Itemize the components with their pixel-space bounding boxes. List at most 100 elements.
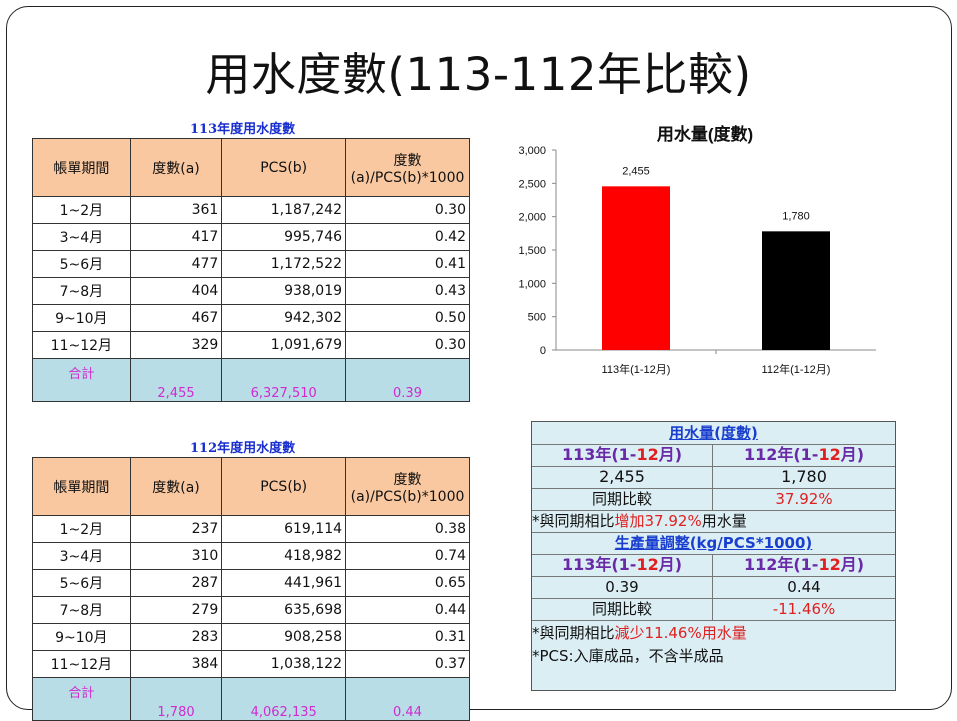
table-row: 7~8月 404 938,019 0.43 [32, 277, 470, 305]
table-112: 帳單期間 度數(a) PCS(b) 度數 (a)/PCS(b)*1000 1~2月… [32, 457, 470, 721]
cell-usage: 384 [129, 650, 223, 678]
summary-row-years1: 113年(1-12月) 112年(1-12月) [532, 444, 895, 467]
cell-usage: 287 [129, 569, 223, 597]
summary-col-113: 113年(1-12月) [532, 444, 713, 466]
cell-ratio: 0.38 [345, 515, 470, 543]
cell-usage: 329 [129, 331, 223, 359]
total-usage: 2,455 [129, 358, 223, 402]
table-row: 5~6月 287 441,961 0.65 [32, 569, 470, 597]
table-112-caption: 112年度用水度數 [190, 441, 296, 456]
summary-row-values1: 2,455 1,780 [532, 466, 895, 489]
cell-period: 1~2月 [32, 196, 131, 224]
cell-usage: 283 [129, 623, 223, 651]
summary-value-112: 1,780 [781, 467, 827, 486]
note2-b: 減少 [614, 624, 645, 642]
cell-pcs: 418,982 [221, 542, 347, 570]
cell-pcs: 635,698 [221, 596, 347, 624]
header-pcs: PCS(b) [221, 457, 347, 516]
y-tick-label: 0 [540, 345, 546, 357]
cell-ratio: 0.37 [345, 650, 470, 678]
cell-pcs: 619,114 [221, 515, 347, 543]
total-row: 合計 1,780 4,062,135 0.44 [32, 677, 470, 721]
x-tick-label: 113年(1-12月) [602, 362, 671, 376]
summary-row-title2: 生產量調整(kg/PCS*1000) [532, 532, 895, 555]
cell-period: 7~8月 [32, 277, 131, 305]
y-tick-label: 3,000 [518, 145, 546, 157]
cell-period: 3~4月 [32, 223, 131, 251]
header-ratio-line2: (a)/PCS(b)*1000 [350, 488, 465, 505]
y-tick-label: 2,500 [518, 178, 546, 190]
summary-row-compare1: 同期比較 37.92% [532, 488, 895, 511]
summary-compare2-value: -11.46% [772, 600, 836, 618]
cell-ratio: 0.65 [345, 569, 470, 597]
summary-value-113: 2,455 [532, 466, 713, 488]
cell-period: 5~6月 [32, 569, 131, 597]
header-period: 帳單期間 [32, 457, 131, 516]
total-label: 合計 [32, 358, 131, 402]
cell-period: 9~10月 [32, 623, 131, 651]
bar-value-label: 1,780 [782, 210, 810, 222]
table-row: 1~2月 361 1,187,242 0.30 [32, 196, 470, 224]
note1-c: 用水量 [701, 512, 747, 530]
cell-usage: 279 [129, 596, 223, 624]
table-row: 9~10月 283 908,258 0.31 [32, 623, 470, 651]
cell-ratio: 0.43 [345, 277, 470, 305]
summary-col-112-a: 112年(1- [743, 445, 819, 464]
summary-col2-113: 113年(1-12月) [532, 554, 713, 576]
cell-usage: 467 [129, 304, 223, 332]
cell-period: 1~2月 [32, 515, 131, 543]
cell-usage: 237 [129, 515, 223, 543]
cell-usage: 404 [129, 277, 223, 305]
cell-ratio: 0.50 [345, 304, 470, 332]
note1-b: 增加37.92% [614, 512, 702, 530]
summary-row-title1: 用水量(度數) [532, 422, 895, 445]
table-row: 3~4月 310 418,982 0.74 [32, 542, 470, 570]
summary-row-compare2: 同期比較 -11.46% [532, 598, 895, 621]
table-row: 9~10月 467 942,302 0.50 [32, 304, 470, 332]
y-tick-label: 1,500 [518, 245, 546, 257]
summary-col-112-b: 12 [818, 445, 841, 464]
y-tick-label: 2,000 [518, 212, 546, 224]
table-row: 5~6月 477 1,172,522 0.41 [32, 250, 470, 278]
summary-compare-label: 同期比較 [532, 488, 713, 510]
summary-row-years2: 113年(1-12月) 112年(1-12月) [532, 554, 895, 577]
table-row: 11~12月 384 1,038,122 0.37 [32, 650, 470, 678]
summary-col2-112: 112年(1-12月) [713, 554, 895, 576]
cell-pcs: 441,961 [221, 569, 347, 597]
cell-period: 3~4月 [32, 542, 131, 570]
summary-col-113-b: 12 [636, 445, 659, 464]
table-113-caption: 113年度用水度數 [190, 122, 296, 137]
cell-period: 5~6月 [32, 250, 131, 278]
bar-value-label: 2,455 [622, 165, 650, 177]
summary-col2-113-b: 12 [636, 555, 659, 574]
total-ratio: 0.44 [345, 677, 470, 721]
summary-row-note1: *與同期相比增加37.92%用水量 [532, 510, 895, 533]
note1-a: *與同期相比 [532, 512, 615, 530]
summary-title-usage: 用水量(度數) [669, 424, 758, 442]
page-title: 用水度數(113-112年比較) [205, 48, 752, 101]
header-usage: 度數(a) [129, 138, 223, 197]
y-tick-label: 1,000 [518, 278, 546, 290]
summary-col-112: 112年(1-12月) [713, 444, 895, 466]
table-113: 帳單期間 度數(a) PCS(b) 度數 (a)/PCS(b)*1000 1~2月… [32, 138, 470, 402]
summary-compare2-label: 同期比較 [532, 598, 713, 620]
summary-ratio-112: 0.44 [787, 578, 821, 596]
header-ratio-line1: 度數 [393, 471, 422, 488]
table-row: 1~2月 237 619,114 0.38 [32, 515, 470, 543]
summary-panel: 用水量(度數) 113年(1-12月) 112年(1-12月) 2,455 1,… [531, 421, 896, 691]
table-row: 11~12月 329 1,091,679 0.30 [32, 331, 470, 359]
summary-col2-113-c: 月) [658, 555, 683, 574]
cell-usage: 310 [129, 542, 223, 570]
summary-note-pcs: *PCS:入庫成品，不含半成品 [532, 647, 724, 665]
cell-period: 11~12月 [32, 650, 131, 678]
table-row: 7~8月 279 635,698 0.44 [32, 596, 470, 624]
cell-ratio: 0.44 [345, 596, 470, 624]
cell-ratio: 0.42 [345, 223, 470, 251]
cell-usage: 361 [129, 196, 223, 224]
cell-pcs: 942,302 [221, 304, 347, 332]
cell-pcs: 1,091,679 [221, 331, 347, 359]
cell-pcs: 1,187,242 [221, 196, 347, 224]
summary-col-113-a: 113年(1- [561, 445, 637, 464]
total-pcs: 6,327,510 [221, 358, 347, 402]
summary-note-decrease: *與同期相比減少11.46%用水量 [532, 622, 895, 644]
